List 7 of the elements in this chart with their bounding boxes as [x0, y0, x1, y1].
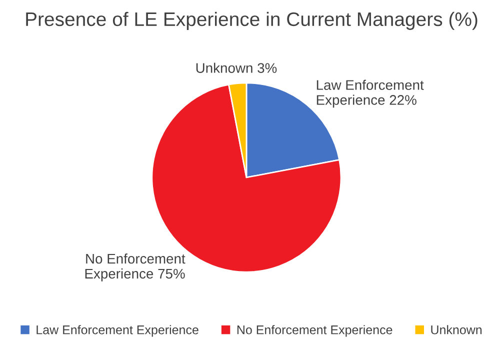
- category-label: No Enforcement Experience 75%: [85, 253, 186, 282]
- legend-label: Unknown: [431, 325, 482, 334]
- category-label: Unknown 3%: [196, 62, 277, 73]
- legend-label: Law Enforcement Experience: [36, 325, 198, 337]
- chart-title: Presence of LE Experience in Current Managers (%): [26, 12, 478, 30]
- category-label: Law Enforcement Experience 22%: [316, 80, 424, 108]
- legend-label: No Enforcement Experience: [237, 325, 392, 337]
